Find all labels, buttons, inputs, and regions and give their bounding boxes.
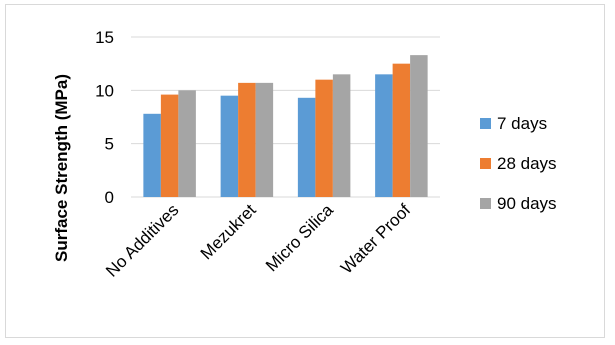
bar-28-days-water-proof — [392, 63, 411, 197]
bar-90-days-micro-silica — [332, 74, 351, 197]
bar-28-days-mezukret — [238, 82, 256, 197]
y-axis-label: Surface Strength (MPa) — [52, 74, 71, 262]
bar-90-days-no-additives — [178, 90, 196, 197]
y-tick-label: 10 — [95, 81, 114, 100]
bar-7-days-mezukret — [220, 95, 239, 197]
legend-label: 90 days — [497, 194, 557, 213]
legend-swatch — [480, 158, 491, 169]
bar-7-days-no-additives — [143, 113, 161, 197]
bar-28-days-micro-silica — [315, 79, 333, 197]
bars — [143, 55, 428, 198]
x-tick-label: No Additives — [102, 200, 182, 280]
y-tick-labels: 0 5 10 15 — [95, 28, 114, 207]
bar-90-days-water-proof — [410, 55, 428, 198]
y-tick-label: 5 — [105, 135, 114, 154]
x-tick-label: Micro Silica — [262, 200, 337, 275]
y-tick-label: 0 — [105, 188, 114, 207]
legend-swatch — [480, 118, 491, 129]
bar-90-days-mezukret — [255, 82, 274, 197]
y-tick-label: 15 — [95, 28, 114, 47]
legend: 7 days 28 days 90 days — [480, 114, 557, 213]
bar-7-days-micro-silica — [297, 97, 316, 197]
bar-7-days-water-proof — [375, 74, 393, 197]
legend-label: 28 days — [497, 154, 557, 173]
x-tick-labels: No Additives Mezukret Micro Silica Water Pr… — [102, 200, 414, 281]
legend-label: 7 days — [497, 114, 547, 133]
x-tick-label: Water Proof — [337, 200, 414, 277]
legend-swatch — [480, 198, 491, 209]
x-tick-label: Mezukret — [197, 200, 260, 263]
bar-28-days-no-additives — [160, 94, 179, 197]
